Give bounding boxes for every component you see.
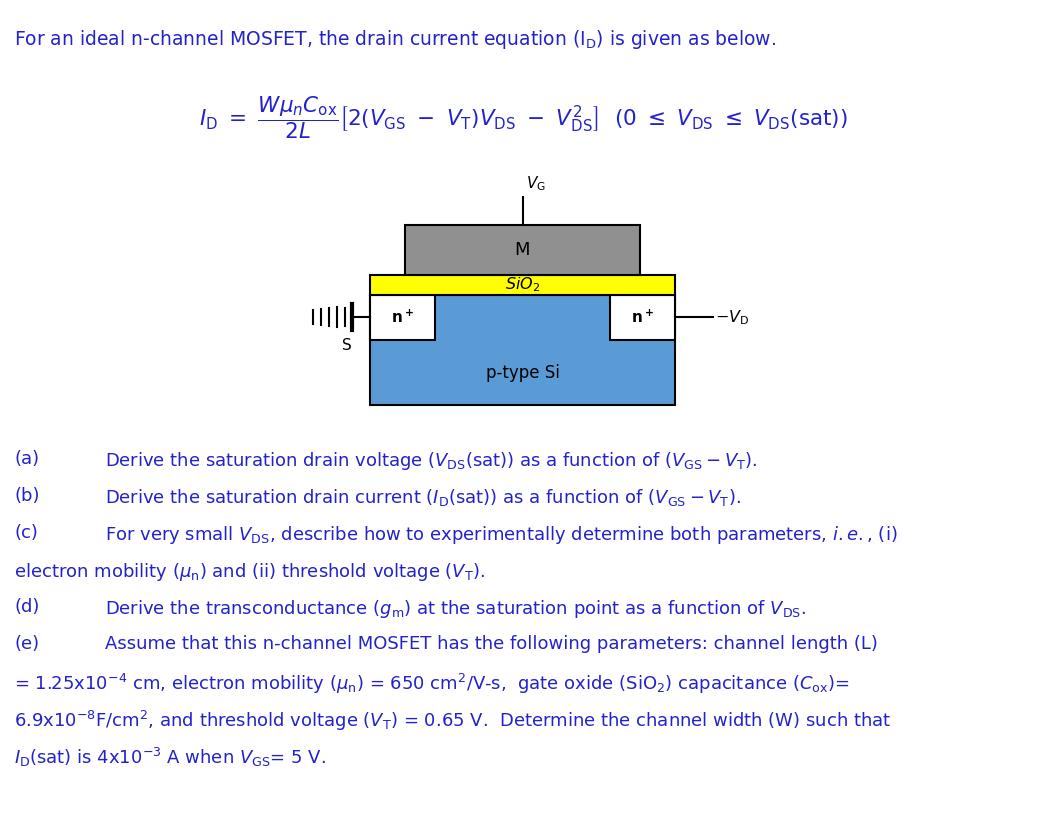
Bar: [370, 275, 675, 295]
Text: $I_\mathrm{D}$(sat) is 4x10$^{-3}$ A when $V_\mathrm{GS}$= 5 V.: $I_\mathrm{D}$(sat) is 4x10$^{-3}$ A whe…: [14, 746, 325, 769]
Text: $V_\mathrm{G}$: $V_\mathrm{G}$: [525, 174, 545, 193]
Text: (e): (e): [14, 635, 39, 653]
Text: Assume that this n-channel MOSFET has the following parameters: channel length (: Assume that this n-channel MOSFET has th…: [105, 635, 878, 653]
Text: $\mathbf{n^+}$: $\mathbf{n^+}$: [631, 309, 654, 326]
Bar: [610, 295, 675, 340]
Text: (d): (d): [14, 598, 40, 616]
Bar: [370, 295, 675, 405]
Text: For very small $V_\mathrm{DS}$, describe how to experimentally determine both pa: For very small $V_\mathrm{DS}$, describe…: [105, 524, 897, 546]
Text: Derive the transconductance ($g_\mathrm{m}$) at the saturation point as a functi: Derive the transconductance ($g_\mathrm{…: [105, 598, 806, 620]
Text: S: S: [342, 338, 351, 353]
Text: $I_\mathrm{D}\ =\ \dfrac{W\mu_n C_\mathrm{ox}}{2L}\left[2(V_\mathrm{GS}\ -\ V_\m: $I_\mathrm{D}\ =\ \dfrac{W\mu_n C_\mathr…: [199, 95, 847, 141]
Text: (a): (a): [14, 450, 39, 468]
Text: (c): (c): [14, 524, 38, 542]
Text: $-V_\mathrm{D}$: $-V_\mathrm{D}$: [715, 308, 749, 327]
Text: = 1.25x10$^{-4}$ cm, electron mobility ($\mu_\mathrm{n}$) = 650 cm$^2$/V-s,  gat: = 1.25x10$^{-4}$ cm, electron mobility (…: [14, 672, 849, 696]
Text: electron mobility ($\mu_\mathrm{n}$) and (ii) threshold voltage ($V_\mathrm{T}$): electron mobility ($\mu_\mathrm{n}$) and…: [14, 561, 485, 583]
Text: (b): (b): [14, 487, 40, 505]
Text: Derive the saturation drain current ($I_\mathrm{D}$(sat)) as a function of ($V_\: Derive the saturation drain current ($I_…: [105, 487, 741, 508]
Text: 6.9x10$^{-8}$F/cm$^2$, and threshold voltage ($V_\mathrm{T}$) = 0.65 V.  Determi: 6.9x10$^{-8}$F/cm$^2$, and threshold vol…: [14, 709, 891, 733]
Bar: [370, 295, 435, 340]
Text: M: M: [515, 241, 530, 259]
Text: SiO$_2$: SiO$_2$: [505, 276, 540, 295]
Text: p-type Si: p-type Si: [485, 364, 560, 382]
Text: Derive the saturation drain voltage ($V_\mathrm{DS}$(sat)) as a function of ($V_: Derive the saturation drain voltage ($V_…: [105, 450, 757, 472]
Text: $\mathbf{n^+}$: $\mathbf{n^+}$: [391, 309, 414, 326]
Bar: [405, 225, 640, 275]
Text: For an ideal n-channel MOSFET, the drain current equation (I$_\mathrm{D}$) is gi: For an ideal n-channel MOSFET, the drain…: [14, 28, 776, 51]
